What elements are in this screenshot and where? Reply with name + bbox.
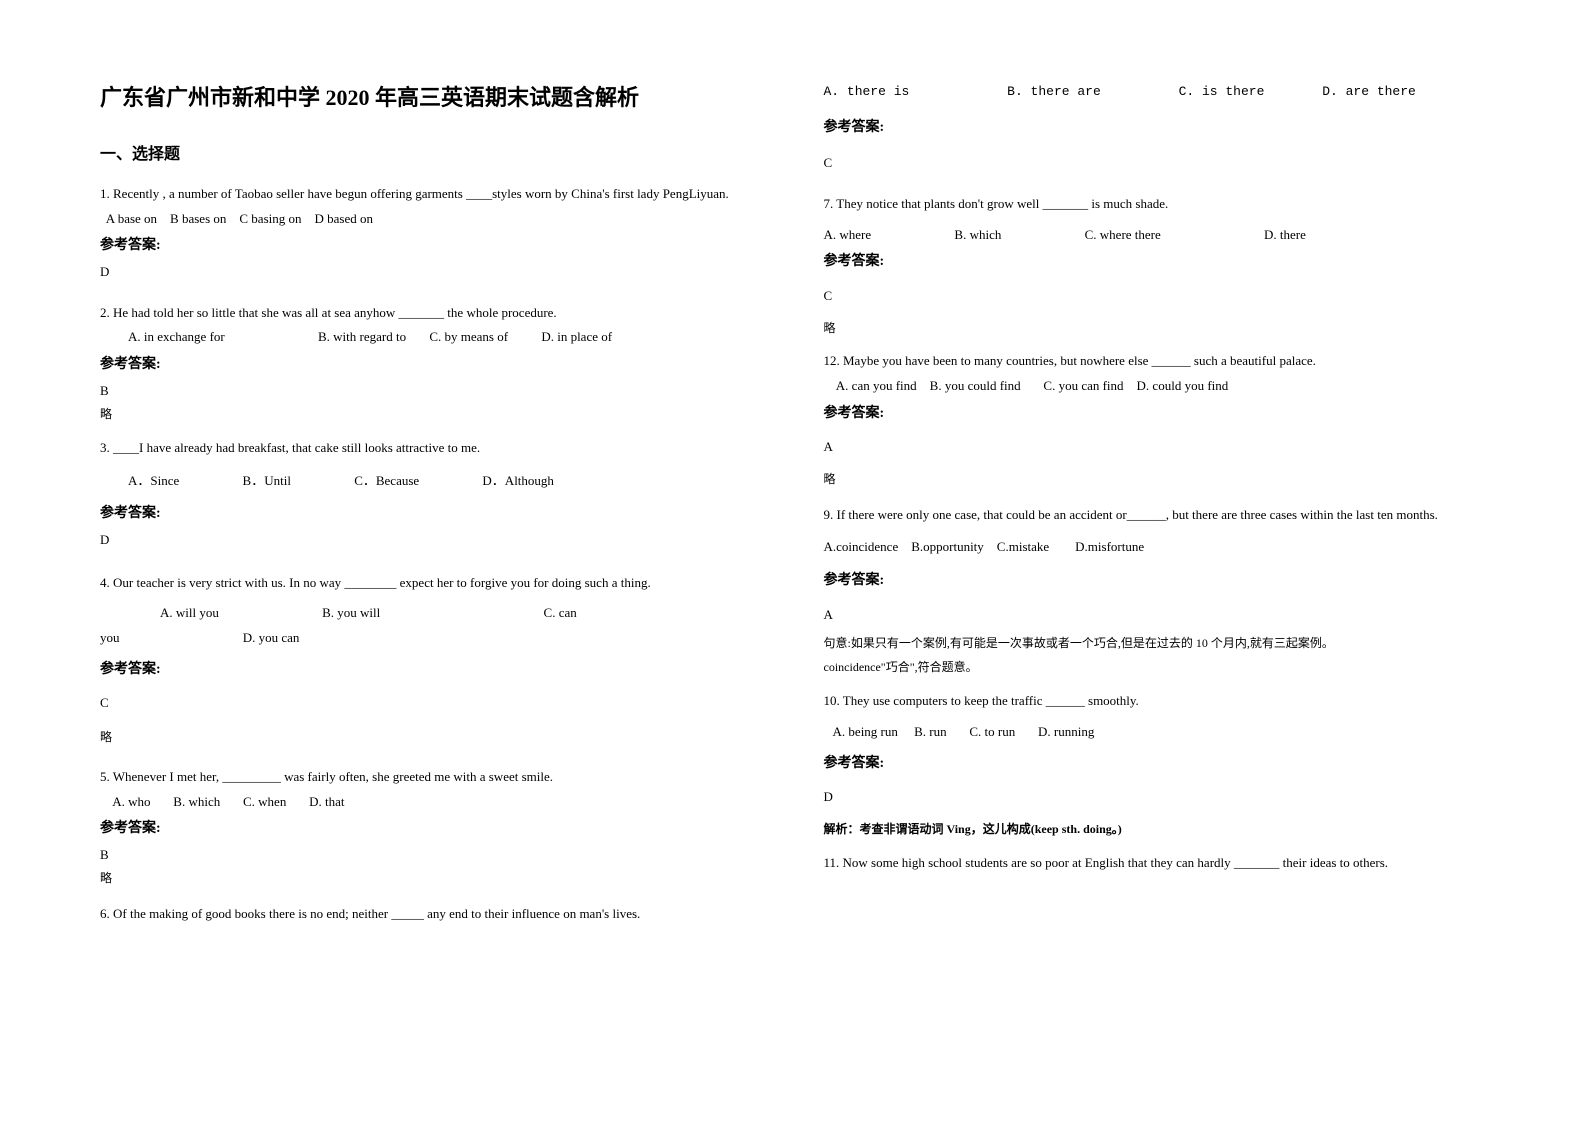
- q3-opt-c: C．Because: [354, 469, 419, 494]
- q10-answer: D: [824, 785, 1488, 810]
- q2-answer: B: [100, 379, 764, 404]
- q10-options: A. being run B. run C. to run D. running: [824, 720, 1488, 745]
- q7-opt-b: B. which: [954, 223, 1001, 248]
- question-10: 10. They use computers to keep the traff…: [824, 689, 1488, 840]
- question-7: 7. They notice that plants don't grow we…: [824, 192, 1488, 339]
- q7-opt-c: C. where there: [1085, 223, 1161, 248]
- q6-opt-c: C. is there: [1179, 80, 1265, 105]
- q7-options: A. where B. which C. where there D. ther…: [824, 223, 1488, 248]
- question-6-cont: A. there is B. there are C. is there D. …: [824, 80, 1488, 182]
- section-title: 一、选择题: [100, 140, 764, 164]
- q6-options: A. there is B. there are C. is there D. …: [824, 80, 1488, 105]
- q11-text: 11. Now some high school students are so…: [824, 851, 1488, 876]
- q3-answer-label: 参考答案:: [100, 501, 764, 528]
- q6-opt-a: A. there is: [824, 80, 910, 105]
- question-5: 5. Whenever I met her, _________ was fai…: [100, 765, 764, 890]
- q6-answer: C: [824, 151, 1488, 176]
- q9-note1: 句意:如果只有一个案例,有可能是一次事故或者一个巧合,但是在过去的 10 个月内…: [824, 631, 1488, 655]
- question-4: 4. Our teacher is very strict with us. I…: [100, 569, 764, 755]
- q2-note: 略: [100, 403, 764, 426]
- q10-note: 解析：考查非谓语动词 Ving，这儿构成(keep sth. doing。): [824, 818, 1488, 841]
- q2-opt-c: C. by means of: [429, 325, 508, 350]
- q4-opt-a: A. will you: [160, 601, 219, 626]
- q2-text: 2. He had told her so little that she wa…: [100, 301, 764, 326]
- q7-note: 略: [824, 317, 1488, 340]
- q9-options: A.coincidence B.opportunity C.mistake D.…: [824, 535, 1488, 560]
- q4-answer: C: [100, 691, 764, 716]
- q2-answer-label: 参考答案:: [100, 352, 764, 379]
- q10-answer-label: 参考答案:: [824, 751, 1488, 778]
- q4-opt-d: D. you can: [243, 626, 300, 651]
- q8-options: A. can you find B. you could find C. you…: [824, 374, 1488, 399]
- q4-text: 4. Our teacher is very strict with us. I…: [100, 569, 764, 598]
- q2-opt-d: D. in place of: [541, 325, 612, 350]
- left-column: 广东省广州市新和中学 2020 年高三英语期末试题含解析 一、选择题 1. Re…: [100, 80, 764, 1082]
- q3-answer: D: [100, 528, 764, 553]
- q1-answer: D: [100, 260, 764, 285]
- q6-opt-d: D. are there: [1322, 80, 1416, 105]
- right-column: A. there is B. there are C. is there D. …: [824, 80, 1488, 1082]
- q7-opt-a: A. where: [824, 223, 872, 248]
- q5-options: A. who B. which C. when D. that: [100, 790, 764, 815]
- question-11: 11. Now some high school students are so…: [824, 851, 1488, 876]
- q1-options: A base on B bases on C basing on D based…: [100, 207, 764, 232]
- question-2: 2. He had told her so little that she wa…: [100, 301, 764, 426]
- q4-opt-b: B. you will: [322, 601, 380, 626]
- q1-answer-label: 参考答案:: [100, 233, 764, 260]
- q3-opt-b: B．Until: [243, 469, 291, 494]
- q2-options: A. in exchange for B. with regard to C. …: [100, 325, 764, 350]
- document-title: 广东省广州市新和中学 2020 年高三英语期末试题含解析: [100, 80, 764, 112]
- q8-answer: A: [824, 435, 1488, 460]
- q4-options-row1: A. will you B. you will C. can: [100, 601, 764, 626]
- q4-opt-c: C. can: [544, 601, 577, 626]
- q4-answer-label: 参考答案:: [100, 657, 764, 684]
- q10-text: 10. They use computers to keep the traff…: [824, 689, 1488, 714]
- q9-answer-label: 参考答案:: [824, 568, 1488, 595]
- q2-opt-b: B. with regard to: [318, 325, 406, 350]
- q4-opt-c2: you: [100, 626, 120, 651]
- q5-text: 5. Whenever I met her, _________ was fai…: [100, 765, 764, 790]
- q1-text: 1. Recently , a number of Taobao seller …: [100, 182, 764, 207]
- question-8: 12. Maybe you have been to many countrie…: [824, 349, 1488, 490]
- question-3: 3. ____I have already had breakfast, tha…: [100, 436, 764, 559]
- q4-note: 略: [100, 726, 764, 749]
- q3-opt-a: A．Since: [128, 469, 179, 494]
- q7-answer: C: [824, 284, 1488, 309]
- q8-note: 略: [824, 468, 1488, 491]
- q8-answer-label: 参考答案:: [824, 401, 1488, 428]
- q5-note: 略: [100, 867, 764, 890]
- q9-note2: coincidence"巧合",符合题意。: [824, 655, 1488, 679]
- q3-text: 3. ____I have already had breakfast, tha…: [100, 436, 764, 461]
- q6-answer-label: 参考答案:: [824, 115, 1488, 142]
- q8-text: 12. Maybe you have been to many countrie…: [824, 349, 1488, 374]
- q7-opt-d: D. there: [1264, 223, 1306, 248]
- q5-answer-label: 参考答案:: [100, 816, 764, 843]
- q3-opt-d: D．Although: [482, 469, 554, 494]
- q5-answer: B: [100, 843, 764, 868]
- q2-opt-a: A. in exchange for: [128, 325, 225, 350]
- q6-text: 6. Of the making of good books there is …: [100, 900, 764, 929]
- question-6-part: 6. Of the making of good books there is …: [100, 900, 764, 929]
- q9-text: 9. If there were only one case, that cou…: [824, 501, 1488, 530]
- q9-answer: A: [824, 603, 1488, 628]
- q6-opt-b: B. there are: [1007, 80, 1101, 105]
- q4-options-row2: you D. you can: [100, 626, 764, 651]
- q3-options: A．Since B．Until C．Because D．Although: [100, 469, 764, 494]
- q7-text: 7. They notice that plants don't grow we…: [824, 192, 1488, 217]
- question-9: 9. If there were only one case, that cou…: [824, 501, 1488, 680]
- question-1: 1. Recently , a number of Taobao seller …: [100, 182, 764, 291]
- q7-answer-label: 参考答案:: [824, 249, 1488, 276]
